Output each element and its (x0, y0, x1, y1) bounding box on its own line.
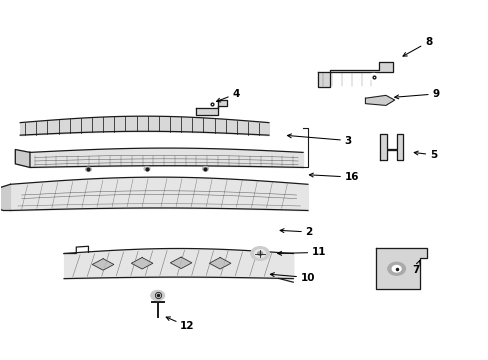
Text: 11: 11 (277, 247, 325, 257)
Polygon shape (317, 62, 392, 87)
Text: 7: 7 (412, 260, 419, 275)
Polygon shape (15, 149, 30, 167)
Text: 4: 4 (216, 89, 239, 102)
Text: 16: 16 (309, 172, 358, 182)
Circle shape (254, 249, 265, 257)
Text: 3: 3 (287, 134, 351, 145)
Text: 9: 9 (394, 89, 438, 99)
Circle shape (368, 73, 377, 80)
Polygon shape (379, 134, 403, 160)
Polygon shape (375, 248, 427, 289)
Circle shape (144, 167, 150, 171)
Polygon shape (365, 95, 394, 105)
Circle shape (202, 167, 208, 171)
Polygon shape (92, 259, 114, 270)
Polygon shape (0, 184, 10, 211)
Text: 8: 8 (402, 37, 431, 56)
Text: 2: 2 (280, 227, 312, 237)
Polygon shape (195, 100, 227, 116)
Circle shape (257, 252, 262, 255)
Polygon shape (209, 257, 230, 269)
Text: 12: 12 (166, 317, 194, 331)
Circle shape (387, 262, 405, 275)
Polygon shape (170, 257, 191, 269)
Circle shape (391, 266, 400, 272)
Polygon shape (131, 257, 153, 269)
Text: 10: 10 (270, 273, 314, 283)
Circle shape (151, 291, 164, 301)
Circle shape (250, 247, 269, 260)
Text: 5: 5 (413, 150, 436, 160)
Circle shape (85, 167, 91, 171)
Circle shape (208, 102, 215, 107)
